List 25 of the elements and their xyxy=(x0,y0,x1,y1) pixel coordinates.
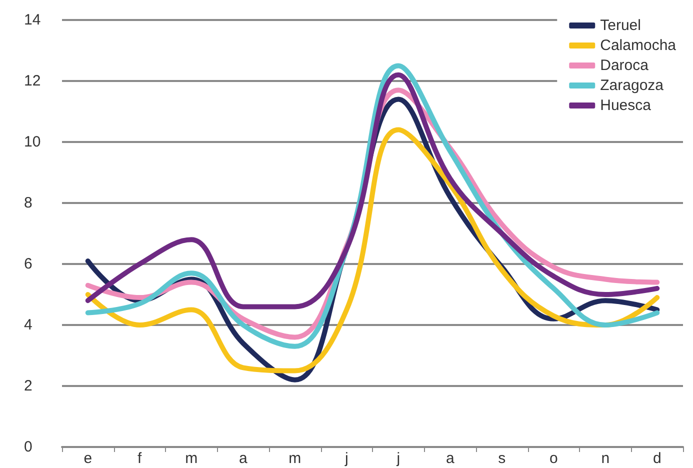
legend-label: Daroca xyxy=(600,57,650,74)
x-tick-label: e xyxy=(84,450,92,467)
legend-label: Calamocha xyxy=(600,37,677,54)
x-tick-label: a xyxy=(446,450,455,467)
y-tick-label: 12 xyxy=(24,72,41,90)
x-tick-label: a xyxy=(238,450,248,467)
y-tick-label: 8 xyxy=(24,194,32,212)
x-tick-label: f xyxy=(138,450,143,467)
x-tick-label: j xyxy=(344,450,348,467)
y-tick-label: 0 xyxy=(24,438,32,456)
y-tick-label: 6 xyxy=(24,256,32,272)
x-tick-label: n xyxy=(601,450,610,467)
x-tick-label: m xyxy=(185,450,198,467)
legend-label: Teruel xyxy=(600,17,641,34)
y-tick-label: 4 xyxy=(24,316,32,334)
legend-label: Huesca xyxy=(600,97,652,114)
x-tick-label: m xyxy=(288,450,302,467)
y-tick-label: 2 xyxy=(24,378,32,394)
x-tick-label: d xyxy=(652,450,662,467)
x-tick-label: o xyxy=(549,450,558,467)
x-tick-label: j xyxy=(396,450,400,467)
y-tick-label: 14 xyxy=(24,12,41,28)
y-tick-label: 10 xyxy=(24,134,41,150)
legend-label: Zaragoza xyxy=(600,77,664,94)
x-tick-label: s xyxy=(498,450,506,467)
